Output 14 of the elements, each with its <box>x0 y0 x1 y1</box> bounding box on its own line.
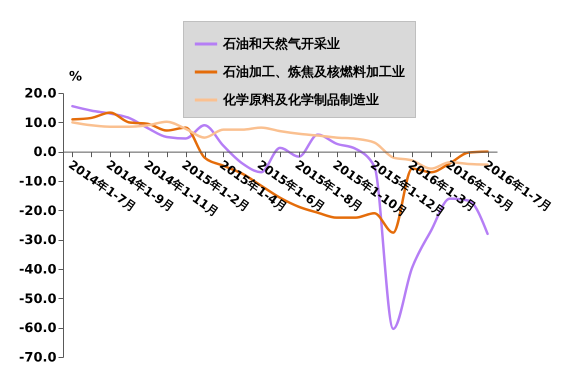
y-tick-label: -60.0 <box>19 321 56 336</box>
y-tick-label: -70.0 <box>19 350 56 366</box>
y-tick-label: -50.0 <box>19 292 56 307</box>
y-tick-label: -30.0 <box>19 233 56 248</box>
y-tick-label: -40.0 <box>19 262 56 278</box>
y-tick-label: 10.0 <box>24 116 56 131</box>
legend-label: 化学原料及化学制品制造业 <box>222 93 379 108</box>
y-tick-label: -20.0 <box>19 204 56 219</box>
y-tick-label: 0.0 <box>33 145 56 160</box>
y-tick-label: -10.0 <box>19 174 56 190</box>
y-tick-label: 20.0 <box>24 86 56 102</box>
y-axis-title: % <box>68 70 82 84</box>
legend-label: 石油和天然气开采业 <box>222 36 340 52</box>
legend-label: 石油加工、炼焦及核燃料加工业 <box>222 64 405 80</box>
